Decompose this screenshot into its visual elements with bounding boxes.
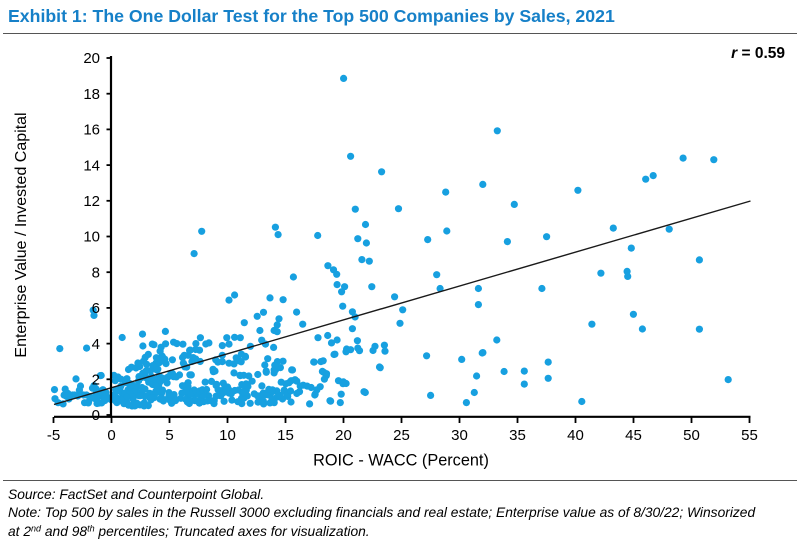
- svg-text:Exhibit 1: The One Dollar Test: Exhibit 1: The One Dollar Test for the T…: [8, 6, 615, 26]
- svg-text:Note: Top 500 by sales in the: Note: Top 500 by sales in the Russell 30…: [8, 505, 756, 520]
- svg-text:5: 5: [165, 427, 173, 444]
- svg-text:40: 40: [567, 427, 584, 444]
- svg-text:ROIC - WACC (Percent): ROIC - WACC (Percent): [313, 452, 489, 470]
- svg-text:30: 30: [451, 427, 468, 444]
- svg-text:55: 55: [741, 427, 758, 444]
- svg-text:Enterprise Value / Invested Ca: Enterprise Value / Invested Capital: [13, 112, 30, 357]
- svg-text:at 2nd and 98th percentiles; T: at 2nd and 98th percentiles; Truncated a…: [8, 524, 370, 540]
- svg-text:20: 20: [335, 427, 352, 444]
- svg-text:20: 20: [83, 50, 100, 67]
- svg-text:14: 14: [83, 157, 100, 174]
- svg-text:Source: FactSet and Counterpoi: Source: FactSet and Counterpoint Global.: [8, 487, 264, 502]
- svg-text:16: 16: [83, 122, 100, 139]
- svg-text:0: 0: [92, 407, 100, 424]
- svg-text:0: 0: [107, 427, 115, 444]
- svg-text:r = 0.59: r = 0.59: [731, 45, 785, 62]
- svg-text:12: 12: [83, 193, 100, 210]
- svg-text:2: 2: [92, 372, 100, 389]
- svg-text:10: 10: [83, 229, 100, 246]
- svg-text:6: 6: [92, 300, 100, 317]
- svg-text:45: 45: [625, 427, 642, 444]
- svg-text:25: 25: [393, 427, 410, 444]
- svg-text:-5: -5: [47, 427, 60, 444]
- svg-text:15: 15: [277, 427, 294, 444]
- svg-text:4: 4: [92, 336, 100, 353]
- svg-text:8: 8: [92, 264, 100, 281]
- svg-text:18: 18: [83, 86, 100, 103]
- svg-text:50: 50: [683, 427, 700, 444]
- svg-text:35: 35: [509, 427, 526, 444]
- svg-text:10: 10: [219, 427, 236, 444]
